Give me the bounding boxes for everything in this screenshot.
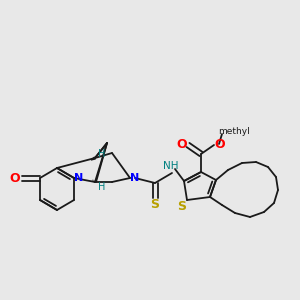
Text: NH: NH (163, 161, 179, 171)
Text: O: O (215, 137, 225, 151)
Text: O: O (10, 172, 20, 184)
Text: S: S (151, 199, 160, 212)
Polygon shape (91, 157, 95, 160)
Text: S: S (178, 200, 187, 214)
Text: H: H (98, 182, 106, 192)
Text: N: N (74, 173, 84, 183)
Text: O: O (177, 137, 187, 151)
Text: methyl: methyl (218, 127, 250, 136)
Text: H: H (98, 149, 106, 159)
Text: N: N (130, 173, 140, 183)
